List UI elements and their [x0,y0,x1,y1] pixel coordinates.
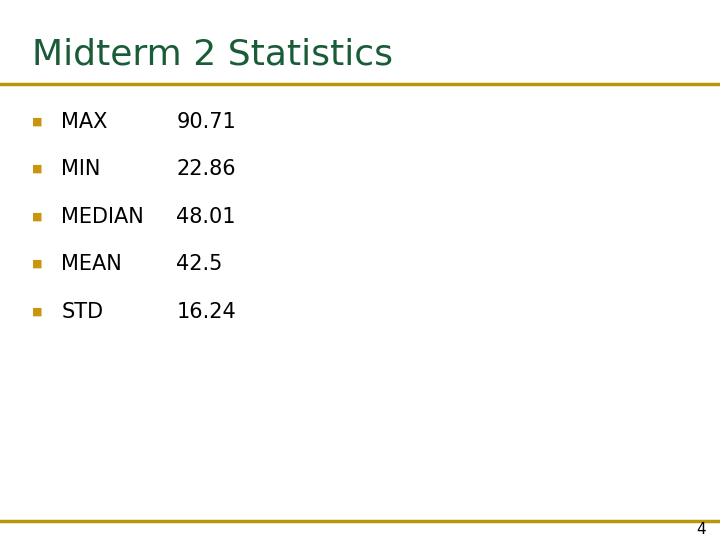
Text: ■: ■ [32,164,43,174]
Text: MEDIAN: MEDIAN [61,206,144,227]
Text: ■: ■ [32,117,43,126]
Text: ■: ■ [32,212,43,221]
Text: 4: 4 [696,522,706,537]
Text: 22.86: 22.86 [176,159,236,179]
Text: ■: ■ [32,259,43,269]
Text: 16.24: 16.24 [176,301,236,322]
Text: 48.01: 48.01 [176,206,236,227]
Text: ■: ■ [32,307,43,316]
Text: MAX: MAX [61,111,107,132]
Text: 42.5: 42.5 [176,254,222,274]
Text: STD: STD [61,301,104,322]
Text: 90.71: 90.71 [176,111,236,132]
Text: Midterm 2 Statistics: Midterm 2 Statistics [32,38,393,72]
Text: MIN: MIN [61,159,101,179]
Text: MEAN: MEAN [61,254,122,274]
